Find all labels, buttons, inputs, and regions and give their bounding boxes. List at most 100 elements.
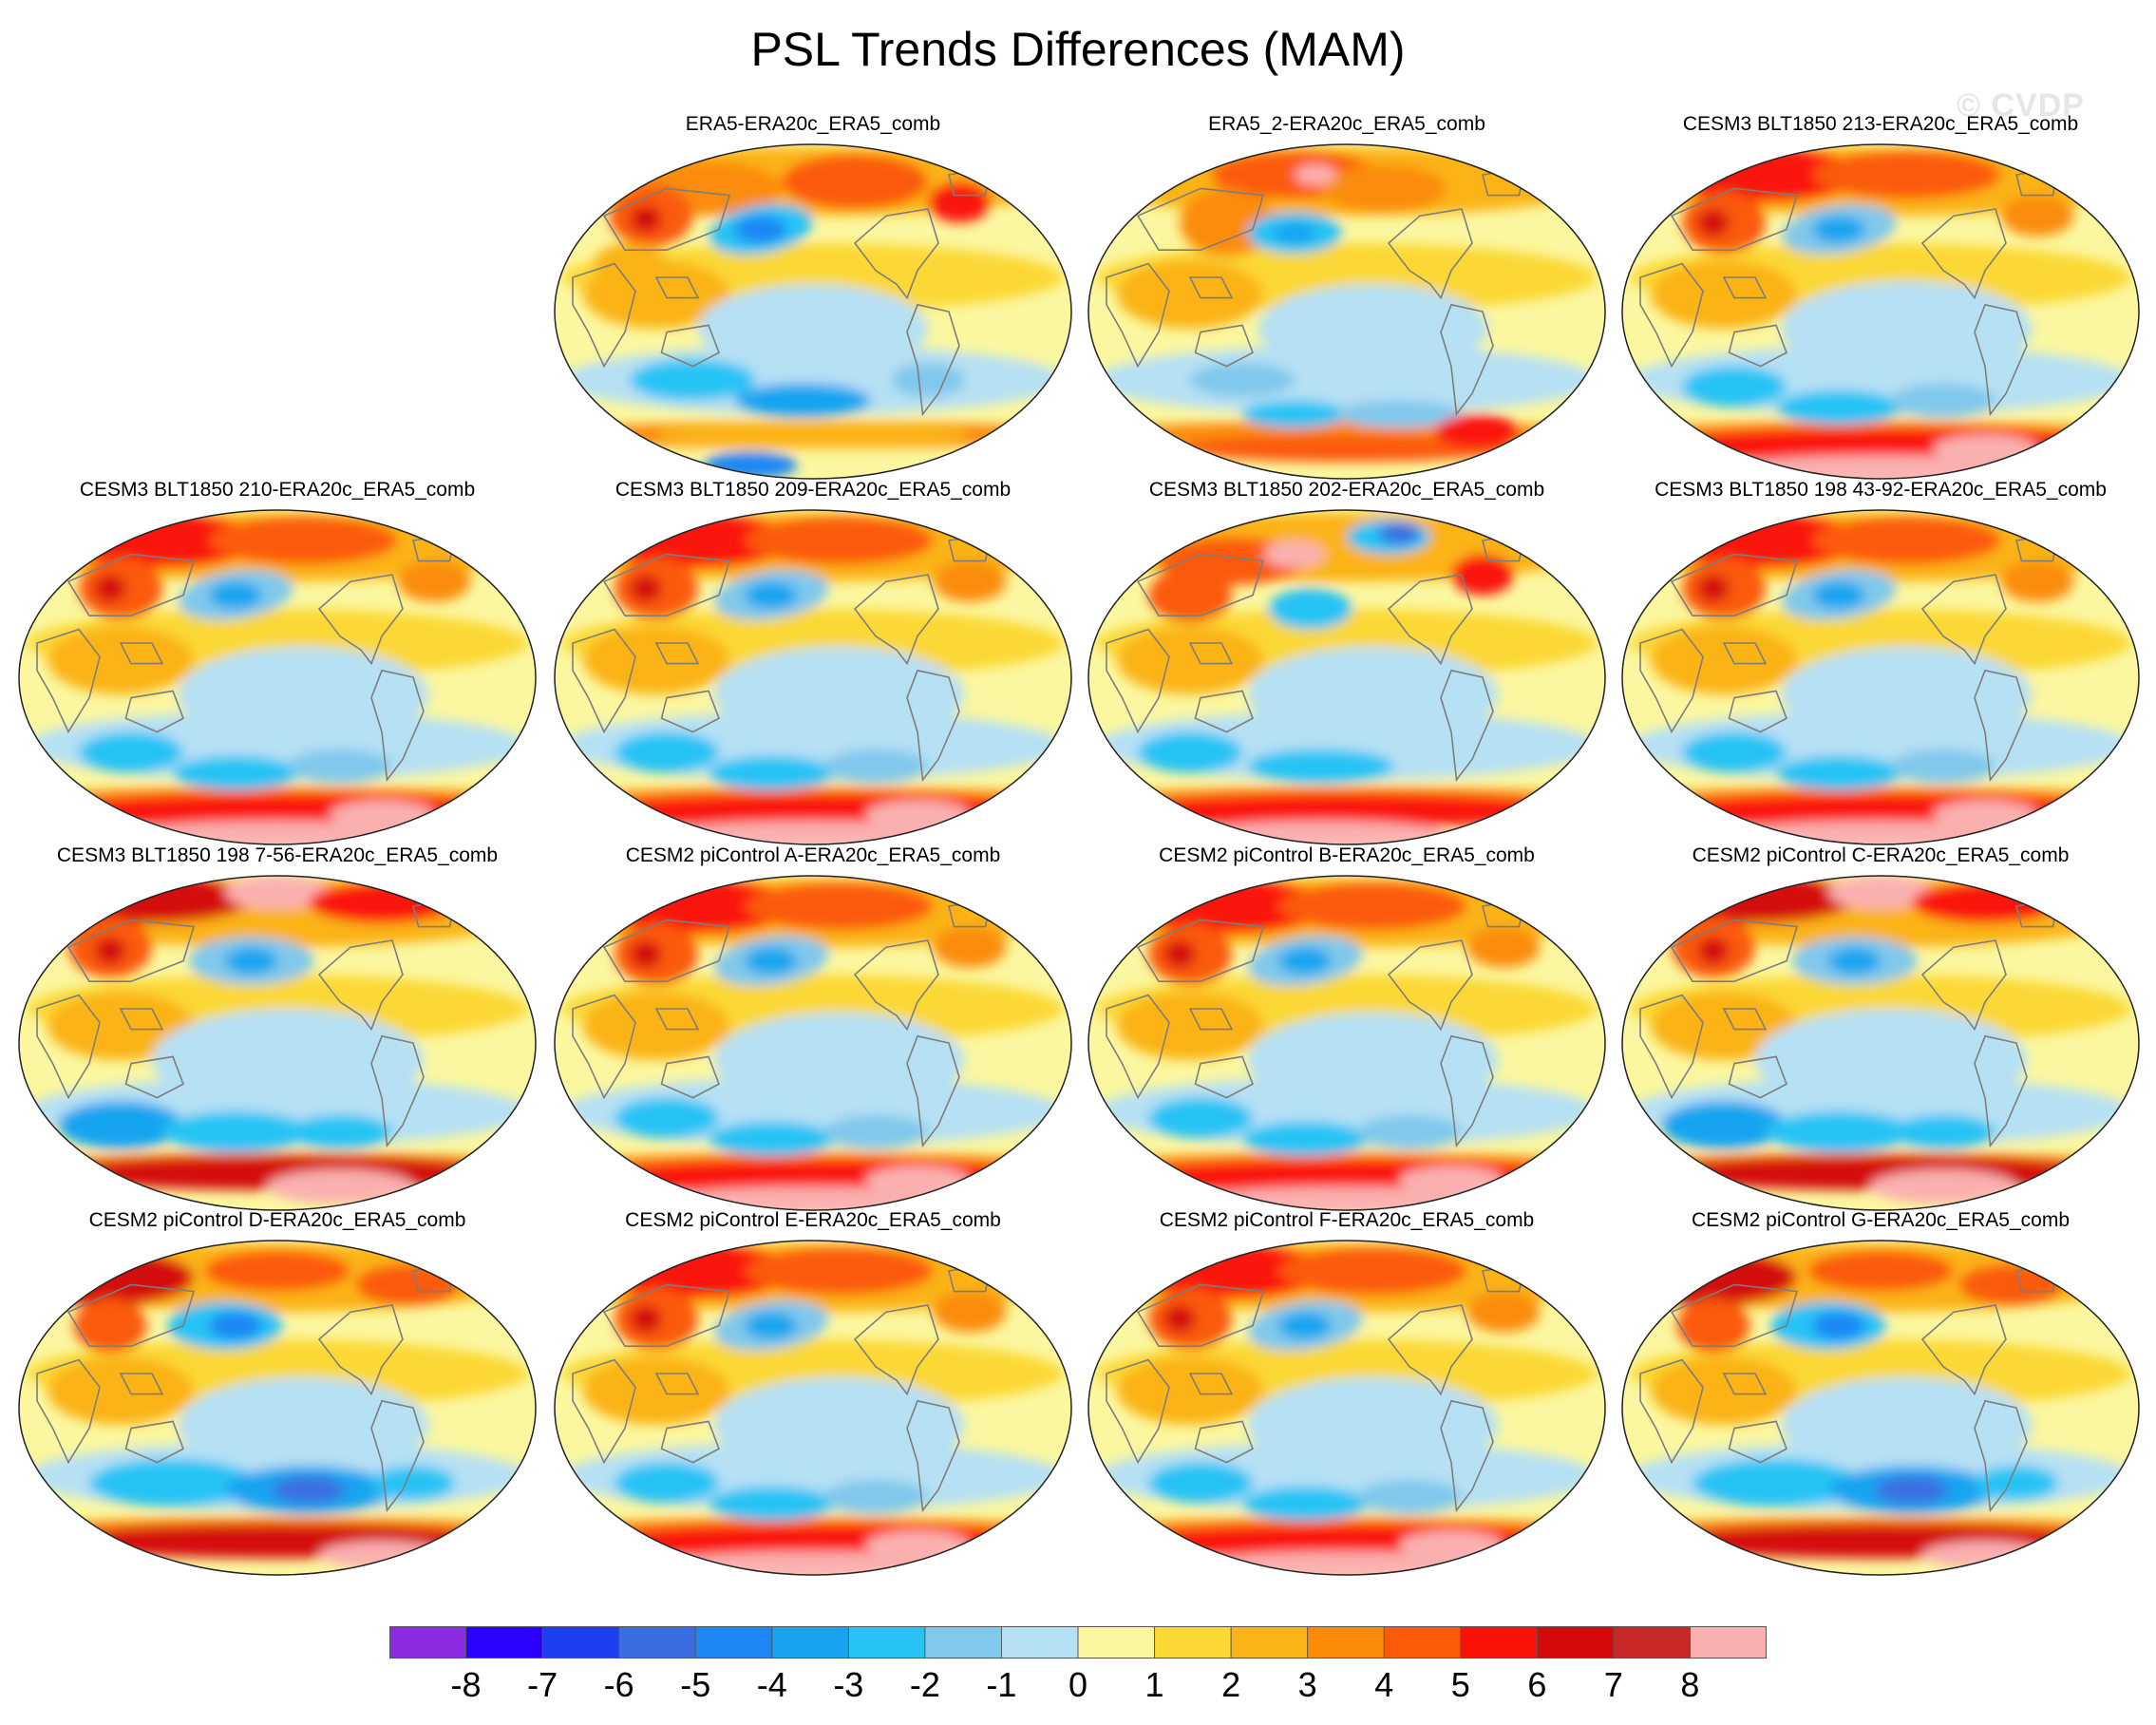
anomaly-region [1693, 1459, 1860, 1507]
anomaly-region [94, 937, 126, 965]
map-border [1087, 1240, 1606, 1576]
anomaly-region [734, 216, 787, 243]
anomaly-region [209, 581, 262, 609]
colorbar-box [1690, 1626, 1767, 1659]
psl-trend-map [18, 509, 537, 845]
anomaly-region [933, 560, 1007, 602]
anomaly-region [1263, 540, 1326, 568]
anomaly-region [782, 154, 928, 209]
map-border [554, 143, 1072, 480]
anomaly-region [2000, 195, 2074, 237]
contour-band [47, 992, 194, 1060]
anomaly-region [27, 1250, 194, 1305]
colorbar-box [1460, 1626, 1538, 1659]
psl-trend-map [554, 1240, 1072, 1576]
anomaly-region [745, 516, 934, 565]
coastlines [1639, 1262, 2060, 1513]
anomaly-region [1697, 209, 1730, 237]
psl-trend-map [1621, 509, 2140, 845]
anomaly-region [1766, 1111, 1912, 1153]
cvdp-watermark: © CVDP [1957, 87, 2085, 123]
colorbar-box [771, 1626, 849, 1659]
coastlines [1106, 166, 1526, 417]
contour-band [1117, 260, 1263, 329]
psl-trend-map [1087, 875, 1606, 1211]
colorbar-tick-label: 0 [1068, 1665, 1088, 1704]
anomaly-region [1781, 1376, 2033, 1473]
anomaly-region [1807, 1250, 1954, 1292]
psl-trend-map [18, 875, 537, 1211]
anomaly-region [355, 1263, 461, 1305]
anomaly-region [1180, 434, 1514, 463]
anomaly-region [615, 1097, 719, 1139]
anomaly-region [1278, 1312, 1332, 1339]
anomaly-region [1891, 383, 1995, 418]
anomaly-region [1435, 414, 1520, 448]
panel-title: CESM3 BLT1850 209-ERA20c_ERA5_comb [615, 479, 1012, 501]
anomaly-region [745, 1312, 798, 1339]
anomaly-region [1781, 280, 2033, 377]
coastlines [572, 898, 993, 1148]
anomaly-region [703, 451, 798, 479]
anomaly-region [615, 731, 719, 773]
anomaly-region [1148, 1097, 1253, 1139]
anomaly-region [1247, 749, 1394, 784]
coastlines [36, 898, 457, 1148]
map-border [18, 1240, 537, 1576]
anomaly-region [1242, 400, 1347, 428]
map-panel: ERA5-ERA20c_ERA5_comb [547, 112, 1079, 483]
coastlines [572, 532, 993, 783]
map-border [554, 509, 1072, 845]
map-border [1087, 875, 1606, 1211]
anomaly-region [1812, 516, 2001, 565]
colorbar-tick-label: -8 [450, 1665, 482, 1704]
anomaly-region [47, 1524, 507, 1559]
anomaly-region [1138, 731, 1242, 773]
colorbar [389, 1626, 1767, 1659]
map-border [1087, 509, 1606, 845]
colorbar-labels: -8 -7 -6 -5 -4 -3 -2 -1 0 1 2 3 4 5 6 7 8 [0, 1664, 2156, 1712]
anomaly-region [1357, 1479, 1462, 1514]
coastlines [1106, 1262, 1526, 1513]
coastlines [1639, 166, 2060, 417]
psl-trend-map [1621, 875, 2140, 1211]
anomaly-region [94, 575, 126, 602]
anomaly-region [309, 881, 455, 923]
colorbar-tick-label: 7 [1603, 1665, 1623, 1704]
anomaly-region [204, 1250, 350, 1292]
colorbar-tick-label: -7 [527, 1665, 558, 1704]
colorbar-box [1231, 1626, 1309, 1659]
anomaly-region [1466, 926, 1541, 968]
anomaly-region [178, 1376, 429, 1473]
map-border [18, 875, 537, 1211]
coastlines [572, 166, 993, 417]
map-border [554, 1240, 1072, 1576]
anomaly-region [1870, 1169, 2016, 1204]
anomaly-region [1812, 150, 2001, 199]
anomaly-region [709, 755, 834, 790]
colorbar-box [1613, 1626, 1691, 1659]
anomaly-region [225, 876, 330, 910]
anomaly-region [1190, 363, 1295, 397]
psl-trend-map [1087, 1240, 1606, 1576]
colorbar-tick-label: -6 [603, 1665, 634, 1704]
colorbar-box [1078, 1626, 1156, 1659]
anomaly-region [288, 749, 392, 784]
anomaly-region [1278, 881, 1467, 931]
psl-trend-map [1087, 509, 1606, 845]
panel-title: CESM3 BLT1850 198 7-56-ERA20c_ERA5_comb [56, 844, 499, 866]
anomaly-region [615, 1462, 719, 1504]
contour-band [1651, 626, 1797, 694]
map-border [554, 875, 1072, 1211]
colorbar-box [465, 1626, 543, 1659]
anomaly-region [1891, 1114, 1995, 1149]
anomaly-region [745, 1246, 934, 1296]
contour-band [1088, 513, 1605, 582]
map-border [1621, 143, 2140, 480]
colorbar-box [924, 1626, 1002, 1659]
anomaly-region [1451, 554, 1514, 596]
panel-title: CESM2 piControl D-ERA20c_ERA5_comb [88, 1209, 466, 1231]
contour-band [47, 1356, 194, 1425]
anomaly-region [162, 1111, 309, 1153]
coastlines [36, 532, 457, 783]
